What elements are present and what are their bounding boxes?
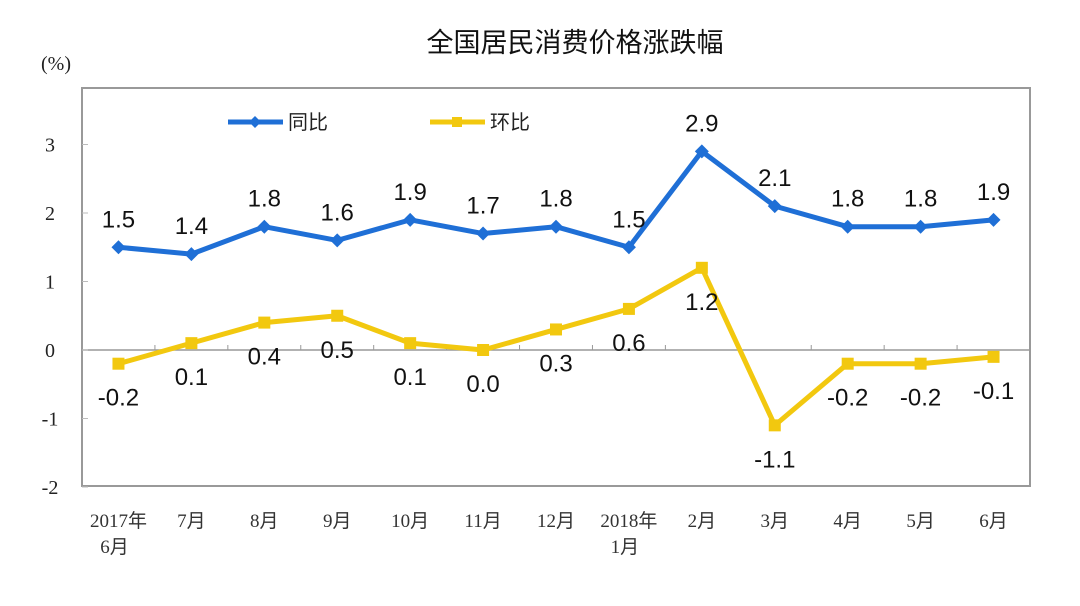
data-label: 1.8 <box>539 186 572 213</box>
data-point <box>986 212 1001 227</box>
y-tick-label: -1 <box>42 409 59 431</box>
y-axis-unit: (%) <box>41 53 71 75</box>
data-point <box>476 226 491 241</box>
data-label: 0.3 <box>539 350 572 377</box>
x-tick-label: 9月 <box>323 511 352 532</box>
chart-title: 全国居民消费价格涨跌幅 <box>427 28 724 59</box>
data-point <box>184 247 199 262</box>
plot-area-border <box>81 87 1031 487</box>
x-tick-label: 4月 <box>833 511 862 532</box>
data-label: 1.8 <box>831 186 864 213</box>
data-label: 1.5 <box>102 206 135 233</box>
data-label: -0.2 <box>98 385 139 412</box>
data-point <box>768 419 781 432</box>
data-label: -0.2 <box>900 385 941 412</box>
data-label: 2.9 <box>685 110 718 137</box>
data-label: 0.0 <box>466 371 499 398</box>
x-tick-label: 11月 <box>464 511 501 532</box>
y-tick-label: 3 <box>45 135 55 157</box>
x-tick-label: 5月 <box>906 511 935 532</box>
data-label: 1.8 <box>904 186 937 213</box>
x-tick-label: 1月 <box>611 537 640 558</box>
data-label: 1.9 <box>393 179 426 206</box>
data-label: 1.4 <box>175 213 208 240</box>
y-tick-label: 2 <box>45 203 55 225</box>
data-point <box>913 219 928 234</box>
data-point <box>111 240 126 255</box>
data-label: 1.7 <box>466 193 499 220</box>
data-point <box>695 261 708 274</box>
data-point <box>330 233 345 248</box>
data-label: 1.2 <box>685 289 718 316</box>
x-tick-label: 10月 <box>391 511 429 532</box>
data-label: -0.2 <box>827 385 868 412</box>
data-label: 1.9 <box>977 179 1010 206</box>
data-point <box>694 144 709 159</box>
data-point <box>404 337 417 350</box>
legend-label: 同比 <box>288 110 328 134</box>
x-tick-label: 6月 <box>100 537 129 558</box>
data-point <box>841 357 854 370</box>
data-point <box>257 219 272 234</box>
x-tick-label: 7月 <box>177 511 206 532</box>
data-point <box>622 302 635 315</box>
x-tick-label: 6月 <box>979 511 1008 532</box>
x-tick-label: 2月 <box>688 511 717 532</box>
x-tick-label: 2017年 <box>90 510 147 532</box>
y-tick-label: 0 <box>45 340 55 362</box>
data-label: 1.5 <box>612 206 645 233</box>
x-tick-label: 8月 <box>250 511 279 532</box>
data-point <box>331 309 344 322</box>
data-label: 0.6 <box>612 330 645 357</box>
y-tick-label: 1 <box>45 272 55 294</box>
data-label: 2.1 <box>758 165 791 192</box>
data-label: 1.8 <box>248 186 281 213</box>
legend-square-marker <box>452 117 462 127</box>
data-point <box>112 357 125 370</box>
data-point <box>621 240 636 255</box>
data-point <box>914 357 927 370</box>
data-point <box>840 219 855 234</box>
data-label: -0.1 <box>973 378 1014 405</box>
x-tick-label: 2018年 <box>600 510 657 532</box>
legend-label: 环比 <box>490 110 530 134</box>
data-label: 0.1 <box>175 364 208 391</box>
data-label: -1.1 <box>754 446 795 473</box>
data-label: 1.6 <box>321 199 354 226</box>
data-point <box>549 219 563 234</box>
y-tick-label: -2 <box>42 477 59 499</box>
x-tick-label: 3月 <box>761 511 790 532</box>
data-point <box>550 323 562 336</box>
x-tick-label: 12月 <box>537 511 575 532</box>
data-point <box>185 337 198 350</box>
data-point <box>477 344 490 356</box>
data-label: 0.1 <box>393 364 426 391</box>
data-point <box>403 212 418 227</box>
data-point <box>987 350 1000 363</box>
data-label: 0.5 <box>321 337 354 364</box>
legend-diamond-marker <box>249 116 261 128</box>
data-point <box>767 199 782 214</box>
data-point <box>258 316 271 329</box>
data-label: 0.4 <box>248 344 281 371</box>
